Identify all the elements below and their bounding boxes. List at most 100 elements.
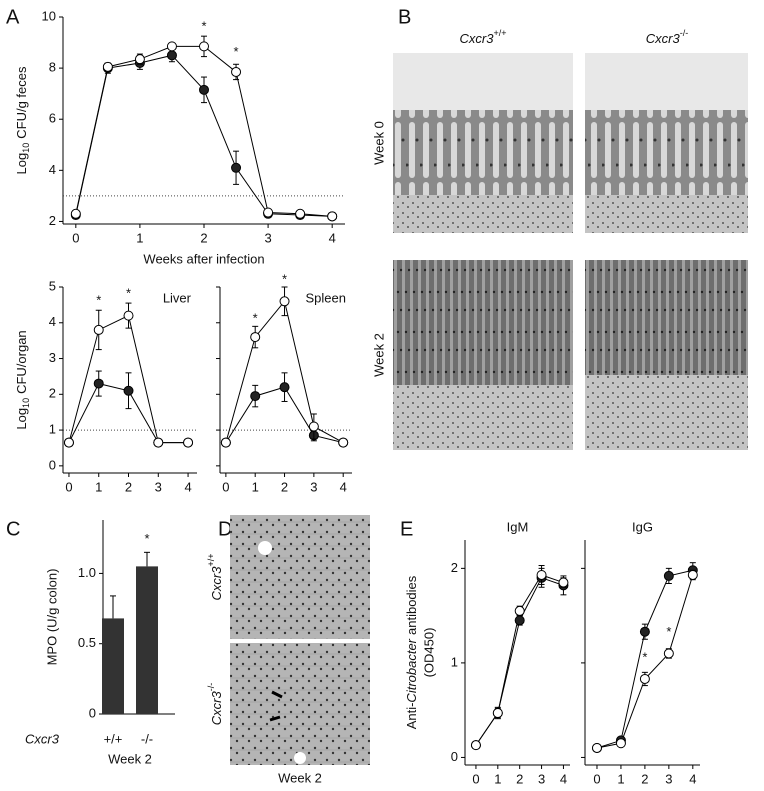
x-tick-label: 2 — [125, 479, 132, 494]
data-point — [183, 437, 194, 448]
x-tick-label: +/+ — [104, 731, 123, 746]
histology-panel — [393, 53, 748, 450]
x-tick-label: 2 — [641, 771, 648, 786]
y-axis-label: Anti-Citrobacter antibodies — [404, 575, 419, 729]
bar — [102, 618, 124, 714]
genotype: -/- — [206, 683, 216, 692]
data-point — [615, 738, 626, 749]
data-point — [338, 437, 349, 448]
y-tick-label: 6 — [49, 111, 56, 126]
data-point — [199, 41, 209, 52]
histology-image — [230, 643, 370, 765]
label-subscript: 10 — [21, 143, 31, 153]
x-tick-label: 0 — [472, 771, 479, 786]
data-point — [558, 577, 569, 588]
x-tick-label: 3 — [665, 771, 672, 786]
x-tick-label: 4 — [689, 771, 696, 786]
x-tick-label: 0 — [65, 479, 72, 494]
y-tick-label: 10 — [42, 8, 56, 23]
x-tick-label: 4 — [329, 230, 336, 245]
data-point — [220, 437, 231, 448]
label-text: CFU/organ — [14, 330, 29, 394]
x-tick-label: 0 — [222, 479, 229, 494]
x-tick-label: 0 — [72, 230, 79, 245]
x-tick-label: 2 — [281, 479, 288, 494]
data-point — [279, 296, 290, 307]
data-point — [308, 421, 319, 432]
data-point — [166, 50, 177, 61]
y-tick-label: 0 — [89, 705, 96, 720]
x-tick-label: 1 — [252, 479, 259, 494]
row-label: Week 2 — [371, 333, 386, 377]
data-point — [70, 208, 81, 219]
x-tick-label: 3 — [538, 771, 545, 786]
gene-name: Cxcr3 — [209, 691, 224, 726]
data-point — [536, 569, 547, 580]
data-point — [166, 41, 177, 52]
label-text: CFU/g feces — [14, 66, 29, 139]
significance-marker: * — [96, 293, 101, 308]
x-tick-label: -/- — [141, 731, 153, 746]
x-tick-label: 3 — [310, 479, 317, 494]
caption: Week 2 — [278, 770, 322, 785]
panel-label: E — [400, 518, 413, 540]
data-point — [263, 207, 274, 218]
data-point — [231, 162, 242, 173]
data-point — [663, 648, 674, 659]
histology-crypts — [393, 110, 573, 195]
y-tick-label: 0 — [49, 457, 56, 472]
column-label: Cxcr3-/- — [646, 28, 688, 46]
data-point — [199, 84, 209, 95]
data-point — [93, 324, 104, 335]
x-tick-label: 3 — [155, 479, 162, 494]
x-axis-label: Weeks after infection — [143, 251, 264, 266]
histology-muscle — [585, 195, 748, 233]
y-tick-label: 3 — [49, 350, 56, 365]
y-tick-label: 0 — [451, 749, 458, 764]
column-label: Cxcr3+/+ — [460, 28, 507, 46]
y-axis-label: (OD450) — [421, 628, 436, 678]
data-point — [153, 437, 164, 448]
data-point — [327, 211, 338, 222]
panel-label: B — [398, 6, 411, 28]
y-tick-label: 0.5 — [78, 635, 96, 650]
label-text: Anti- — [404, 703, 419, 730]
chart-title: IgG — [632, 519, 653, 534]
significance-marker: * — [666, 624, 671, 639]
chart-label: Liver — [163, 290, 192, 305]
data-point — [279, 382, 290, 393]
data-point — [639, 626, 650, 637]
x-tick-label: 4 — [184, 479, 191, 494]
genotype: -/- — [680, 28, 689, 38]
genotype: +/+ — [206, 554, 216, 567]
bar — [136, 566, 158, 714]
x-axis-label: Week 2 — [108, 751, 152, 766]
y-tick-label: 2 — [451, 560, 458, 575]
label-text: Log — [14, 153, 29, 175]
histology-crypts — [585, 110, 748, 195]
panel-label: A — [6, 6, 20, 28]
genotype: +/+ — [493, 28, 506, 38]
row-label: Cxcr3+/+ — [206, 554, 224, 601]
data-point — [591, 742, 602, 753]
histology-submucosa — [393, 385, 573, 450]
histology-image — [230, 515, 370, 639]
histology-muscle — [393, 195, 573, 233]
data-point — [514, 615, 525, 626]
chart-title: IgM — [507, 519, 529, 534]
x-tick-label: 2 — [200, 230, 207, 245]
data-point — [102, 61, 113, 72]
gene-name: Cxcr3 — [209, 566, 224, 601]
series-line — [475, 577, 564, 746]
y-tick-label: 4 — [49, 314, 56, 329]
y-tick-label: 2 — [49, 386, 56, 401]
data-point — [93, 378, 104, 389]
gene-name: Cxcr3 — [646, 31, 681, 46]
y-tick-label: 1 — [451, 654, 458, 669]
y-tick-label: 8 — [49, 60, 56, 75]
data-point — [514, 605, 525, 616]
significance-marker: * — [253, 311, 258, 326]
y-axis-label: Log10 CFU/g feces — [14, 66, 31, 174]
group-label: Cxcr3 — [25, 731, 60, 746]
